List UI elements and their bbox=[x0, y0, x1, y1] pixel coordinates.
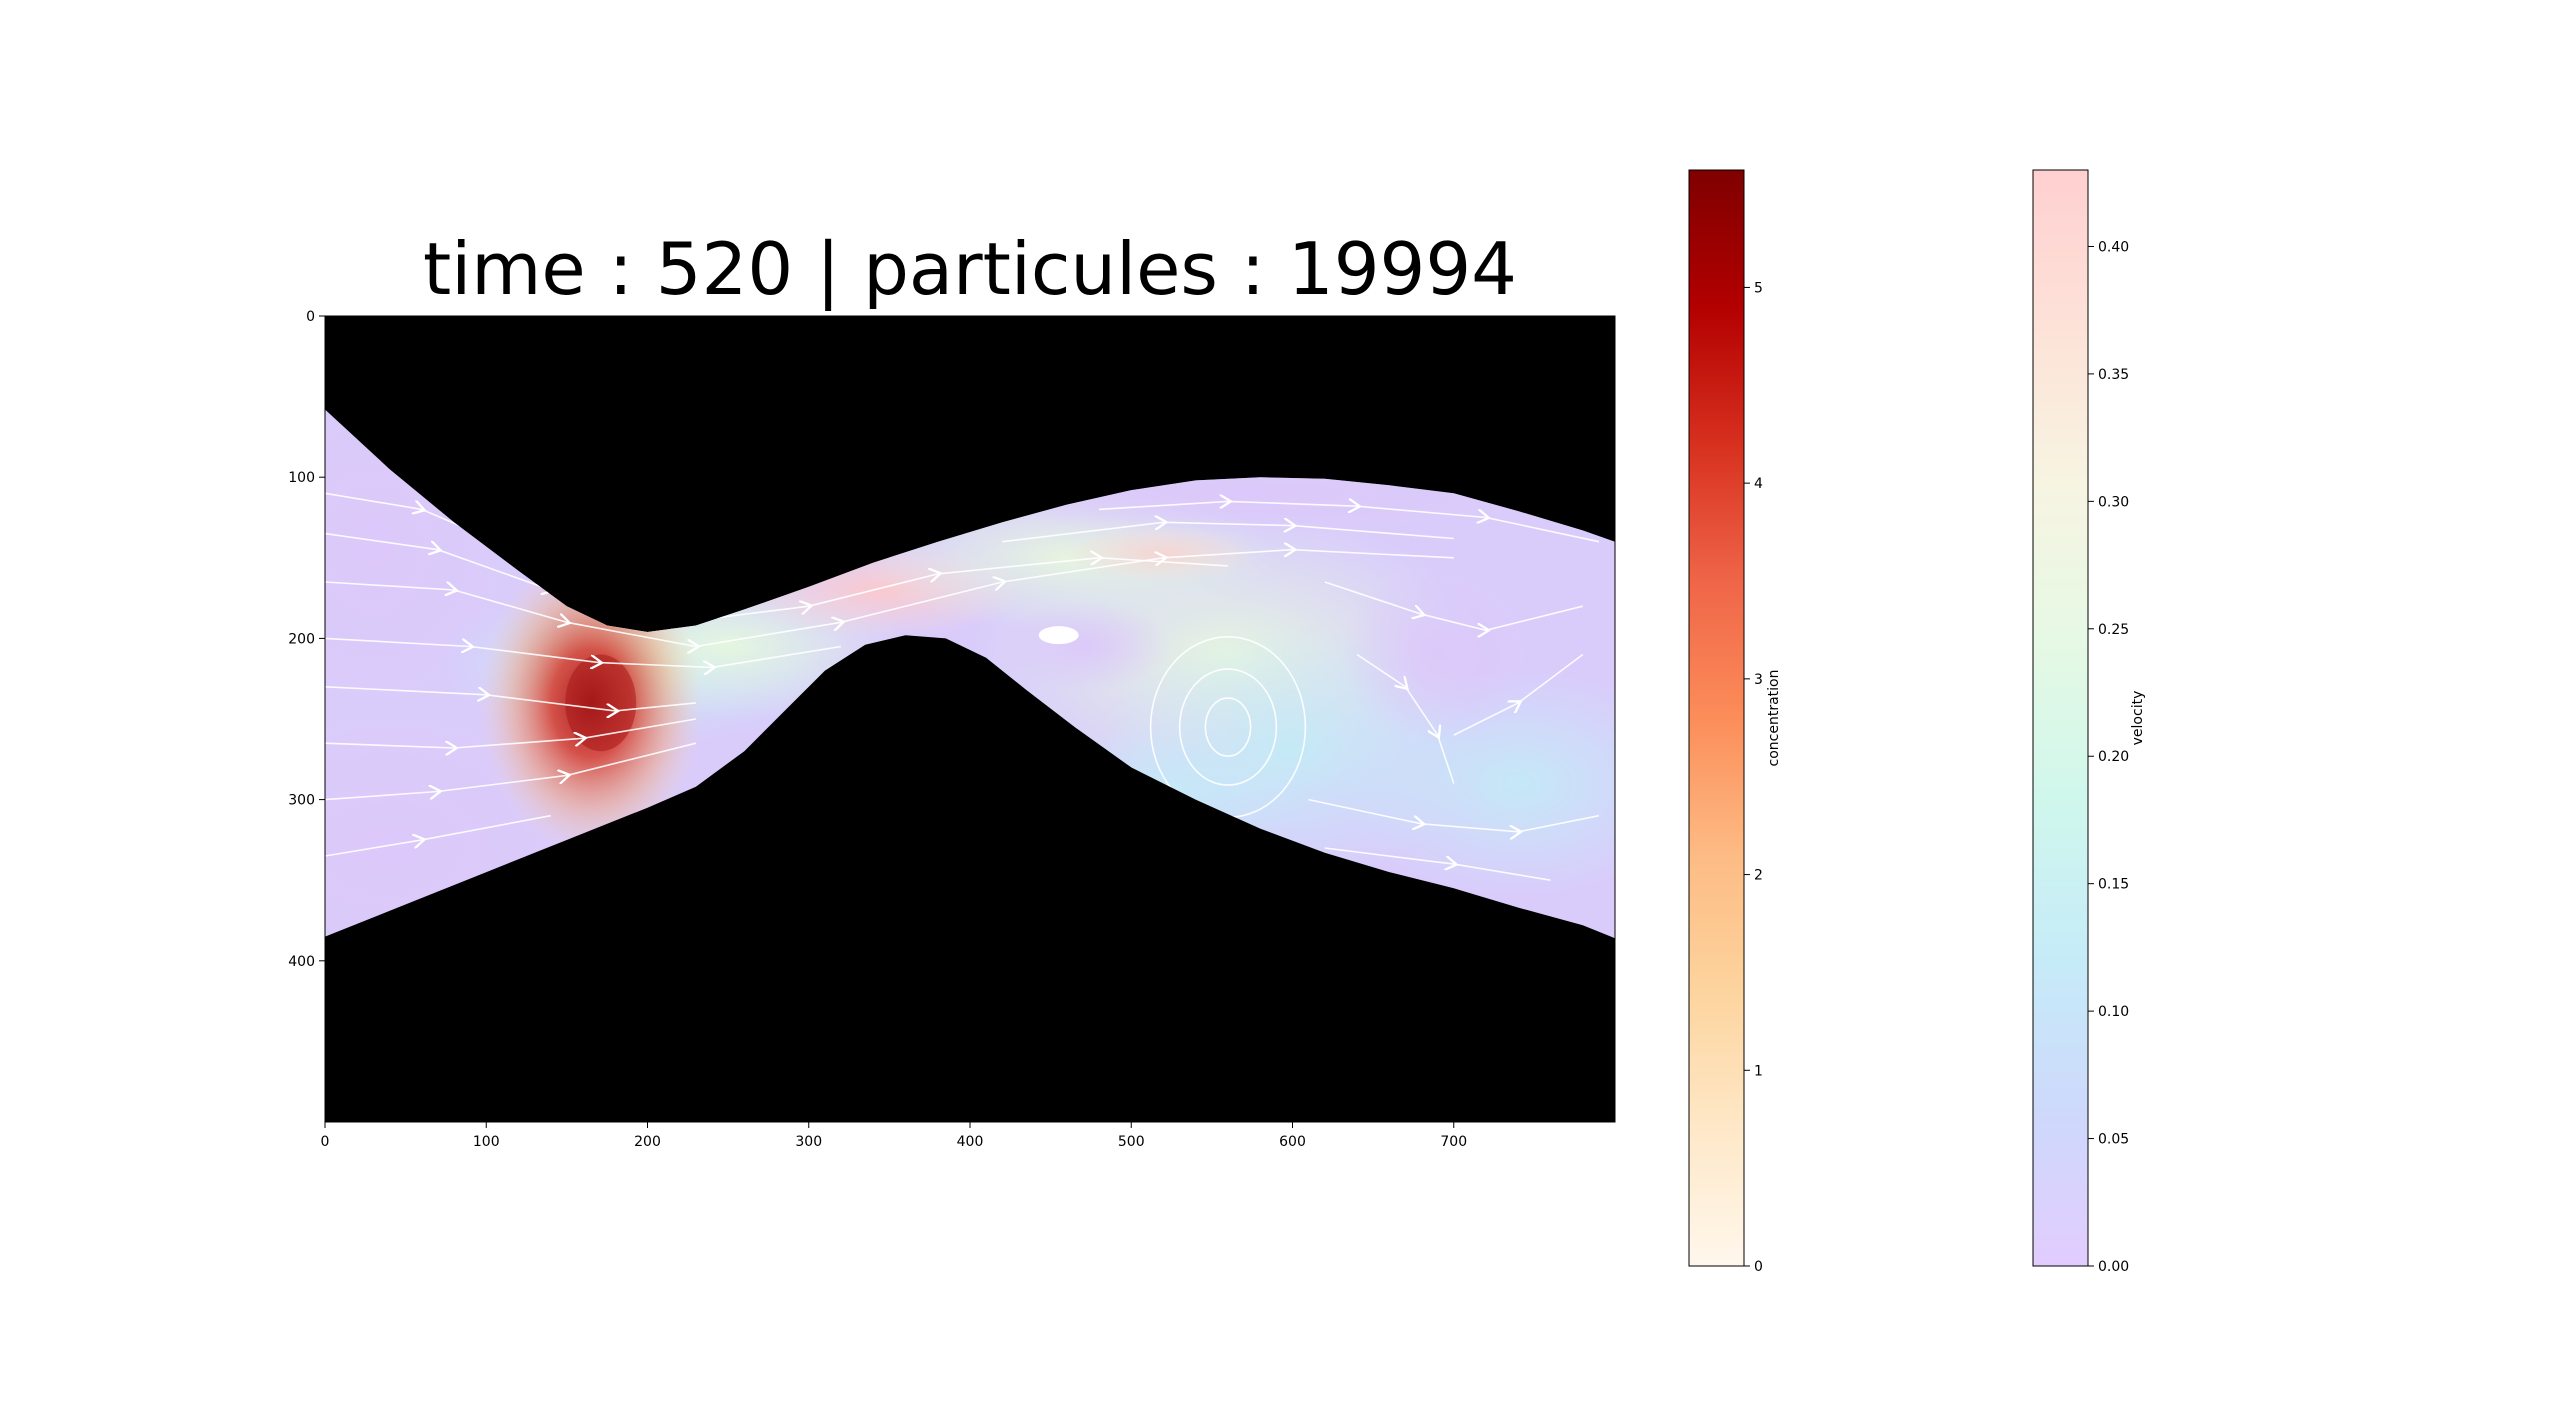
streamline bbox=[1324, 847, 1551, 881]
streamline bbox=[1453, 653, 1584, 736]
velocity-colorbar: 0.00 0.05 0.10 0.15 0.20 0.25 0.30 0.35 0.40 vel… bbox=[2032, 169, 2146, 1275]
streamline bbox=[325, 550, 1454, 647]
streamline bbox=[1002, 522, 1454, 543]
x-tick-label: 200 bbox=[634, 1134, 661, 1150]
y-tick-label: 300 bbox=[288, 793, 315, 809]
y-tick-label: 0 bbox=[306, 309, 315, 325]
streamlines bbox=[325, 492, 1600, 881]
x-tick-label: 300 bbox=[795, 1134, 822, 1150]
colorbar-tick-label: 5 bbox=[1754, 280, 1763, 296]
colorbar-tick-label: 0.40 bbox=[2098, 239, 2129, 255]
streamline bbox=[1308, 798, 1600, 832]
main-plot: 0 100 200 300 400 500 600 700 0 100 200 300 400 bbox=[288, 309, 1616, 1150]
velocity-colorbar-label: velocity bbox=[2130, 691, 2146, 746]
y-tick-label: 100 bbox=[288, 470, 315, 486]
concentration-colorbar-label: concentration bbox=[1766, 670, 1782, 767]
colorbar-tick-label: 0.35 bbox=[2098, 367, 2129, 383]
obstacle-blob bbox=[1038, 626, 1079, 645]
colorbar-tick-label: 1 bbox=[1754, 1063, 1763, 1079]
streamline bbox=[325, 814, 551, 857]
streamline bbox=[1324, 581, 1583, 630]
streamline bbox=[325, 637, 842, 667]
streamline bbox=[325, 718, 697, 748]
concentration-colorbar-ticks: 0 1 2 3 4 5 bbox=[1744, 280, 1763, 1275]
colorbar-tick-label: 0.00 bbox=[2098, 1259, 2129, 1275]
x-tick-label: 700 bbox=[1440, 1134, 1467, 1150]
x-tick-label: 0 bbox=[321, 1134, 330, 1150]
vortex-streamline bbox=[1178, 668, 1278, 786]
streamline bbox=[325, 742, 697, 801]
colorbar-tick-label: 0 bbox=[1754, 1259, 1763, 1275]
y-tick-label: 400 bbox=[288, 954, 315, 970]
concentration-front-core bbox=[565, 654, 637, 752]
streamline bbox=[1098, 501, 1600, 543]
x-tick-label: 400 bbox=[957, 1134, 984, 1150]
x-tick-label: 600 bbox=[1279, 1134, 1306, 1150]
colorbar-tick-label: 0.15 bbox=[2098, 877, 2129, 893]
velocity-colorbar-fill bbox=[2032, 169, 2089, 1267]
velocity-blob bbox=[1340, 565, 1535, 744]
x-tick-label: 500 bbox=[1118, 1134, 1145, 1150]
chart-title: time : 520 | particules : 19994 bbox=[423, 227, 1517, 312]
velocity-colorbar-ticks: 0.00 0.05 0.10 0.15 0.20 0.25 0.30 0.35 0.40 bbox=[2088, 239, 2129, 1275]
colorbar-tick-label: 2 bbox=[1754, 868, 1763, 884]
colorbar-tick-label: 0.30 bbox=[2098, 494, 2129, 510]
colorbar-tick-label: 0.20 bbox=[2098, 749, 2129, 765]
y-tick-label: 200 bbox=[288, 631, 315, 647]
colorbar-tick-label: 0.05 bbox=[2098, 1132, 2129, 1148]
vortex-streamline bbox=[1204, 697, 1252, 757]
colorbar-tick-label: 4 bbox=[1754, 476, 1763, 492]
x-tick-label: 100 bbox=[473, 1134, 500, 1150]
streamline bbox=[1356, 653, 1455, 784]
colorbar-tick-label: 3 bbox=[1754, 672, 1763, 688]
x-axis: 0 100 200 300 400 500 600 700 bbox=[321, 1122, 1467, 1150]
concentration-colorbar-fill bbox=[1688, 169, 1745, 1267]
concentration-colorbar: 0 1 2 3 4 5 concentration bbox=[1688, 169, 1782, 1275]
y-axis: 0 100 200 300 400 bbox=[288, 309, 325, 970]
streamline bbox=[325, 686, 696, 711]
colorbar-tick-label: 0.25 bbox=[2098, 622, 2129, 638]
velocity-blob bbox=[994, 601, 1172, 692]
colorbar-tick-label: 0.10 bbox=[2098, 1004, 2129, 1020]
